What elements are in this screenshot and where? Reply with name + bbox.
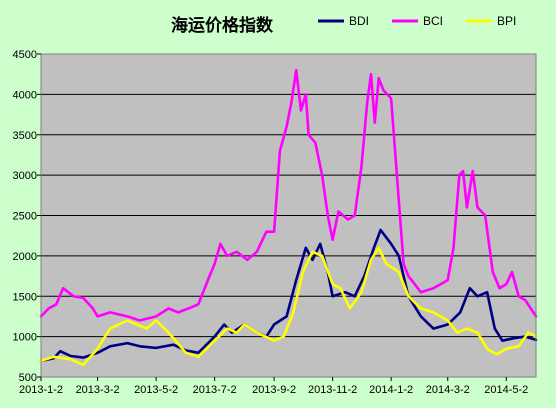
y-tick-label: 3000 [13, 170, 37, 182]
y-tick-label: 4000 [13, 89, 37, 101]
x-axis: 2013-1-2 2013-3-2 2013-5-2 2013-7-2 2013-9-2… [19, 377, 528, 396]
y-tick-label: 500 [19, 372, 37, 384]
series-line-bdi [39, 228, 538, 363]
x-tick-label: 2013-9-2 [252, 384, 296, 396]
x-tick-label: 2013-11-2 [308, 384, 357, 396]
y-tick-label: 4500 [13, 49, 37, 61]
y-tick-label: 3500 [13, 130, 37, 142]
legend: BDI BCI BPI [318, 14, 516, 28]
x-tick-label: 2013-7-2 [193, 384, 237, 396]
y-axis: 500 1000 1500 2000 2500 3000 3500 4000 4500 [13, 49, 41, 384]
x-tick-label: 2013-1-2 [19, 384, 63, 396]
x-tick-label: 2014-3-2 [426, 384, 470, 396]
series-layer [39, 68, 538, 367]
legend-label-bdi: BDI [349, 14, 369, 28]
series-line-bci [39, 68, 538, 322]
legend-label-bci: BCI [423, 14, 443, 28]
grid [41, 53, 536, 378]
series-line-bpi [39, 246, 538, 367]
x-tick-label: 2014-1-2 [369, 384, 413, 396]
chart-title: 海运价格指数 [171, 15, 274, 36]
y-tick-label: 1000 [13, 332, 37, 344]
x-tick-label: 2013-5-2 [134, 384, 178, 396]
legend-label-bpi: BPI [497, 14, 516, 28]
y-tick-label: 2000 [13, 251, 37, 263]
x-tick-label: 2013-3-2 [76, 384, 120, 396]
x-tick-label: 2014-5-2 [484, 384, 528, 396]
y-tick-label: 2500 [13, 211, 37, 223]
y-tick-label: 1500 [13, 291, 37, 303]
